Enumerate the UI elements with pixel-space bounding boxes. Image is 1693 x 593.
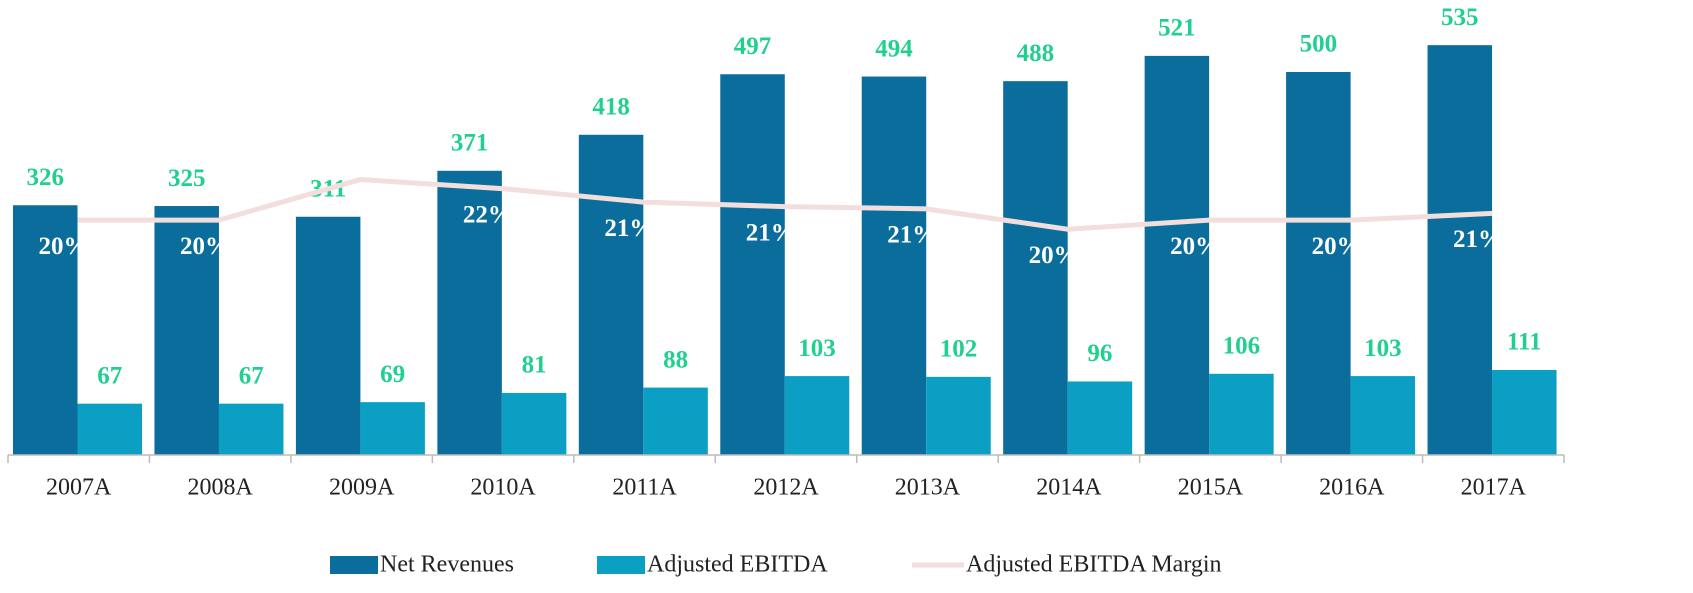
bar	[501, 392, 567, 455]
value-label: 371	[451, 130, 489, 157]
x-tick-label: 2011A	[612, 475, 677, 501]
bar	[360, 402, 425, 455]
bar	[720, 74, 785, 455]
value-label: 67	[239, 362, 264, 389]
value-label: 69	[380, 361, 405, 388]
bar	[861, 76, 927, 455]
x-tick-label: 2009A	[329, 475, 395, 501]
margin-label: 22%	[321, 192, 371, 219]
margin-label: 20%	[1170, 233, 1220, 260]
value-label: 521	[1158, 15, 1196, 42]
margin-label: 20%	[1029, 242, 1079, 269]
bar	[77, 403, 142, 455]
x-tick-label: 2014A	[1036, 475, 1102, 501]
margin-label: 21%	[604, 215, 654, 242]
bar	[1492, 369, 1557, 455]
value-label: 96	[1087, 340, 1112, 367]
x-tick-label: 2012A	[753, 475, 819, 501]
value-label: 535	[1441, 4, 1479, 31]
bar	[154, 206, 219, 455]
value-label: 103	[798, 335, 836, 362]
value-label: 81	[522, 352, 547, 379]
legend-swatch	[330, 556, 378, 574]
bar	[926, 376, 991, 455]
x-tick-label: 2007A	[46, 475, 112, 501]
bar	[1286, 71, 1351, 455]
value-label: 67	[97, 362, 122, 389]
x-tick-label: 2017A	[1461, 475, 1527, 501]
bar	[1067, 381, 1133, 455]
value-label: 418	[592, 94, 630, 121]
margin-label: 21%	[746, 219, 796, 246]
value-label: 88	[663, 346, 688, 373]
legend-label: Adjusted EBITDA	[647, 552, 828, 578]
bar	[643, 387, 708, 455]
margin-label: 20%	[180, 233, 230, 260]
margin-label: 20%	[39, 233, 89, 260]
value-label: 102	[940, 336, 978, 363]
margin-label: 22%	[463, 201, 513, 228]
value-label: 497	[734, 33, 772, 60]
margin-line	[77, 177, 1493, 232]
bar	[13, 205, 78, 455]
x-tick-label: 2016A	[1319, 475, 1385, 501]
legend-label: Net Revenues	[380, 552, 514, 578]
margin-label: 20%	[1312, 233, 1362, 260]
value-label: 500	[1300, 31, 1338, 58]
value-label: 106	[1223, 333, 1261, 360]
value-label: 111	[1507, 329, 1542, 356]
margin-label: 21%	[1453, 226, 1503, 253]
x-tick-label: 2008A	[188, 475, 254, 501]
value-label: 494	[875, 35, 913, 62]
value-label: 488	[1017, 40, 1055, 67]
legend-swatch	[597, 556, 645, 574]
bar	[218, 403, 284, 455]
bar	[1427, 45, 1493, 455]
bar	[437, 170, 502, 455]
legend-label: Adjusted EBITDA Margin	[966, 552, 1222, 578]
margin-label: 21%	[887, 222, 937, 249]
bar	[784, 376, 850, 455]
x-tick-label: 2015A	[1178, 475, 1244, 501]
bar	[1350, 376, 1416, 455]
x-tick-label: 2013A	[895, 475, 961, 501]
value-label: 103	[1364, 335, 1402, 362]
bar	[1144, 55, 1210, 456]
bar	[1209, 373, 1274, 455]
x-tick-label: 2010A	[470, 475, 536, 501]
value-label: 325	[168, 165, 206, 192]
bar	[578, 134, 644, 455]
bar	[1003, 81, 1068, 456]
value-label: 326	[27, 164, 65, 191]
bar	[295, 216, 361, 455]
